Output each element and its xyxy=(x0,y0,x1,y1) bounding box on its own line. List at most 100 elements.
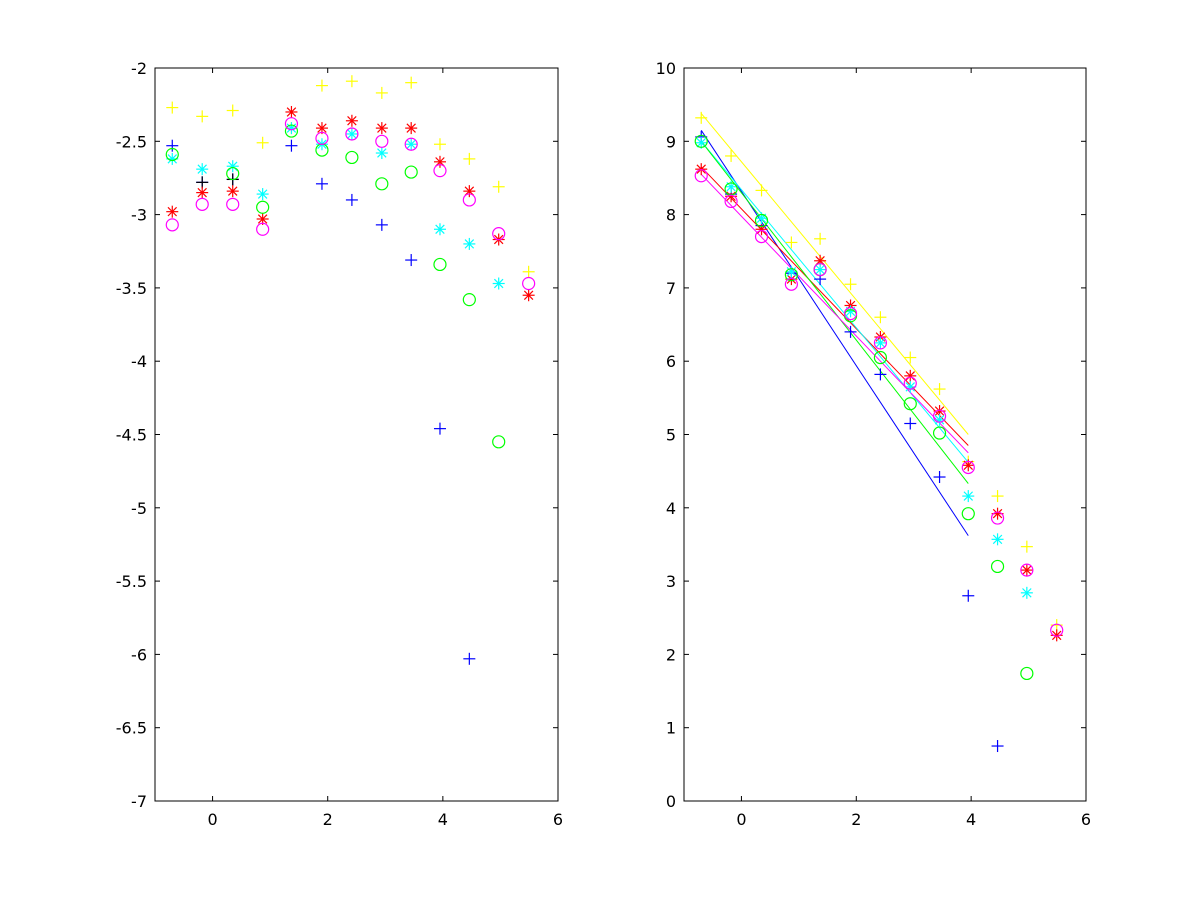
left-plus-marker xyxy=(256,136,269,149)
left-plus-marker xyxy=(196,176,209,189)
left-plus-marker xyxy=(345,75,358,88)
right-star-marker xyxy=(1020,586,1033,599)
right-plus-marker xyxy=(725,149,738,162)
right-y-tick-label: 4 xyxy=(666,499,676,518)
left-x-tick-label: 2 xyxy=(323,810,333,829)
left-star-marker xyxy=(196,186,209,199)
right-fit-line xyxy=(700,166,969,446)
right-y-tick-label: 2 xyxy=(666,645,676,664)
left-y-tick-label: -2 xyxy=(131,59,147,78)
left-star-marker xyxy=(285,105,298,118)
left-plus-marker xyxy=(522,265,535,278)
right-plus-marker xyxy=(933,383,946,396)
right-plus-marker xyxy=(785,236,798,249)
left-circle-marker xyxy=(195,197,209,211)
left-circle-marker xyxy=(492,435,506,449)
left-star-marker xyxy=(345,127,358,140)
right-plus-marker xyxy=(904,351,917,364)
right-y-tick-label: 1 xyxy=(666,719,676,738)
left-x-tick-label: 0 xyxy=(207,810,217,829)
right-circle-marker xyxy=(873,350,888,365)
right-axes-frame xyxy=(683,67,1087,802)
left-circle-marker xyxy=(375,134,389,148)
left-star-marker xyxy=(256,212,269,225)
right-circle-marker xyxy=(1050,623,1064,637)
left-circle-marker xyxy=(284,124,299,138)
right-y-tick-label: 8 xyxy=(666,206,676,225)
right-x-tick-label: 2 xyxy=(851,810,861,829)
left-star-marker xyxy=(226,185,239,198)
left-plus-marker xyxy=(166,139,179,152)
left-circle-marker xyxy=(315,131,329,145)
left-plus-marker xyxy=(405,76,418,89)
right-x-tick-label: 0 xyxy=(736,810,746,829)
left-star-marker xyxy=(433,223,446,236)
left-x-tick-label: 6 xyxy=(553,810,563,829)
left-x-tick-label: 4 xyxy=(438,810,448,829)
right-circle-marker xyxy=(843,306,858,321)
right-star-marker xyxy=(1020,564,1033,577)
right-fit-line xyxy=(700,173,969,454)
left-plus-marker xyxy=(433,138,446,151)
left-star-marker xyxy=(196,163,209,176)
left-circle-marker xyxy=(165,218,179,232)
left-circle-marker xyxy=(165,147,179,162)
right-fit-line xyxy=(700,113,969,435)
right-star-marker xyxy=(991,533,1004,546)
right-plus-marker xyxy=(695,111,708,124)
left-plus-marker xyxy=(315,79,328,92)
right-circle-marker xyxy=(754,213,769,228)
left-plus-marker xyxy=(226,104,239,117)
right-circle-marker xyxy=(694,169,708,183)
right-plus-marker xyxy=(1020,540,1033,553)
left-y-tick-label: -6.5 xyxy=(116,719,147,738)
left-star-marker xyxy=(345,114,358,127)
right-fit-line xyxy=(700,140,969,463)
left-plus-marker xyxy=(166,101,179,114)
left-circle-marker xyxy=(345,127,359,141)
left-y-tick-label: -6 xyxy=(131,645,147,664)
right-y-tick-label: 6 xyxy=(666,352,676,371)
left-plus-marker xyxy=(492,180,505,193)
left-circle-marker xyxy=(256,222,270,236)
right-circle-marker xyxy=(961,507,975,521)
right-circle-marker xyxy=(784,268,798,282)
left-y-tick-label: -5.5 xyxy=(116,572,147,591)
left-star-marker xyxy=(522,289,535,302)
right-circle-marker xyxy=(1020,666,1034,681)
right-y-tick-label: 10 xyxy=(656,59,676,78)
right-plus-marker xyxy=(933,471,946,484)
left-circle-marker xyxy=(433,164,447,178)
left-circle-marker xyxy=(492,227,506,241)
right-star-marker xyxy=(904,369,917,382)
right-plus-marker xyxy=(904,417,917,430)
left-circle-marker xyxy=(404,165,418,179)
right-plus-marker xyxy=(991,740,1004,753)
right-plus-marker xyxy=(991,490,1004,503)
left-plus-marker xyxy=(463,152,476,165)
right-circle-marker xyxy=(903,376,917,390)
right-y-tick-label: 3 xyxy=(666,572,676,591)
left-axes-frame xyxy=(154,67,559,802)
left-star-marker xyxy=(405,122,418,135)
right-y-tick-label: 7 xyxy=(666,279,676,298)
left-circle-marker xyxy=(284,117,299,131)
right-x-tick-label: 6 xyxy=(1081,810,1091,829)
left-plus-marker xyxy=(405,254,418,267)
left-scatter-panel: -7 -6.5 -6 -5.5 -5 -4.5 -4 -3.5 -3 -2.5 -2 0 2 4 6 xyxy=(116,59,563,829)
right-circle-marker xyxy=(932,426,947,440)
left-plus-marker xyxy=(315,177,328,190)
right-y-tick-label: 5 xyxy=(666,426,676,445)
right-star-marker xyxy=(785,265,798,278)
right-plus-marker xyxy=(844,325,857,338)
right-circle-marker xyxy=(903,397,917,411)
left-circle-marker xyxy=(226,166,240,181)
left-star-marker xyxy=(166,205,179,218)
left-circle-marker xyxy=(345,150,359,165)
left-y-tick-label: -2.5 xyxy=(116,132,147,151)
right-fit-line xyxy=(700,140,969,484)
right-circle-marker xyxy=(784,277,798,291)
left-circle-marker xyxy=(256,200,270,214)
right-star-marker xyxy=(874,336,887,349)
